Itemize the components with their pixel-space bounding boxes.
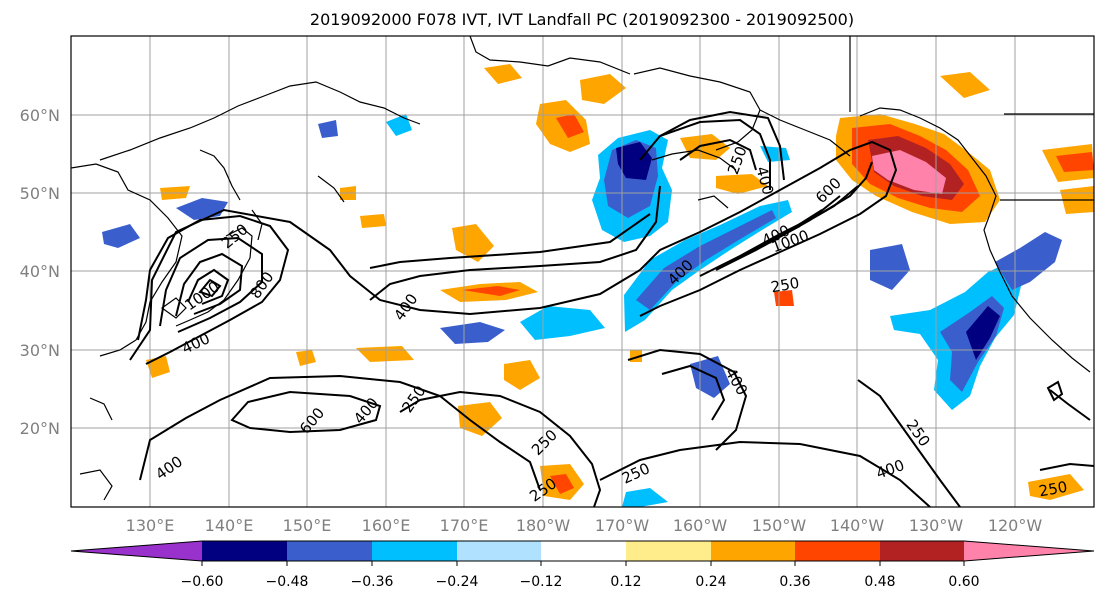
lon-label: 160°W xyxy=(673,516,728,535)
latitude-labels: 60°N 50°N 40°N 30°N 20°N xyxy=(20,106,60,438)
colorbar-tick-label: 0.48 xyxy=(864,574,895,590)
ivt-positive-anomalies xyxy=(146,64,1094,500)
colorbar-tick-label: −0.48 xyxy=(266,574,309,590)
colorbar-tick-label: 0.60 xyxy=(948,574,979,590)
lon-label: 170°E xyxy=(440,516,489,535)
colorbar-segment xyxy=(541,541,626,561)
lat-label: 40°N xyxy=(20,262,60,281)
colorbar-segment xyxy=(795,541,880,561)
colorbar-segment xyxy=(880,541,964,561)
colorbar-segment xyxy=(202,541,287,561)
map-frame xyxy=(70,35,1095,508)
colorbar-tick-label: 0.24 xyxy=(695,574,726,590)
lat-label: 50°N xyxy=(20,184,60,203)
lat-label: 60°N xyxy=(20,106,60,125)
lon-label: 130°W xyxy=(909,516,964,535)
colorbar-tick-label: 0.12 xyxy=(610,574,641,590)
colorbar-segment xyxy=(964,541,1094,561)
colorbar-tick-label: −0.24 xyxy=(436,574,479,590)
contour-label: 250 xyxy=(1037,478,1068,501)
colorbar-segment xyxy=(711,541,795,561)
ivt-contours xyxy=(129,110,1094,507)
ivt-negative-anomalies xyxy=(102,114,1062,507)
colorbar-tick-label: −0.36 xyxy=(351,574,394,590)
lon-label: 150°W xyxy=(752,516,807,535)
lat-label: 20°N xyxy=(20,419,60,438)
lon-label: 140°E xyxy=(205,516,254,535)
colorbar-segment xyxy=(626,541,711,561)
lon-label: 180°W xyxy=(516,516,571,535)
lon-label: 150°E xyxy=(283,516,332,535)
colorbar-segment xyxy=(287,541,372,561)
colorbar-segment xyxy=(372,541,457,561)
figure-title: 2019092000 F078 IVT, IVT Landfall PC (20… xyxy=(310,10,854,29)
longitude-labels: 130°E 140°E 150°E 160°E 170°E 180°W 170°… xyxy=(126,516,1043,535)
colorbar-tick-label: 0.36 xyxy=(779,574,810,590)
colorbar: −0.60 −0.48 −0.36 −0.24 −0.12 0.12 0.24 … xyxy=(70,540,1095,590)
colorbar-tick-label: −0.12 xyxy=(520,574,563,590)
lon-label: 130°E xyxy=(126,516,175,535)
lon-label: 160°E xyxy=(362,516,411,535)
lon-label: 140°W xyxy=(830,516,885,535)
colorbar-tick-label: −0.60 xyxy=(181,574,224,590)
lat-label: 30°N xyxy=(20,341,60,360)
contour-label: 250 xyxy=(769,274,800,297)
lon-label: 120°W xyxy=(988,516,1043,535)
colorbar-segment xyxy=(71,541,202,561)
lon-label: 170°W xyxy=(595,516,650,535)
colorbar-segment xyxy=(457,541,541,561)
